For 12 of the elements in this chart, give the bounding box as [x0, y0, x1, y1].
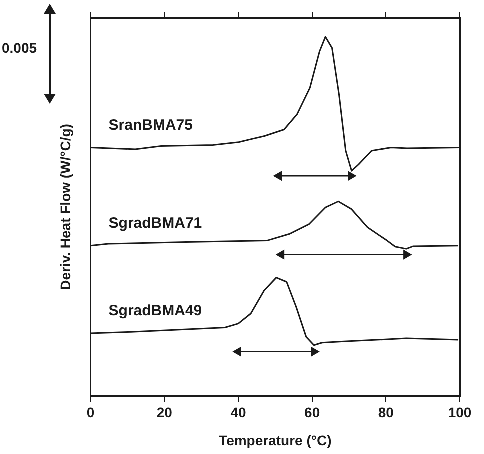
x-tick-label: 0 [86, 404, 95, 421]
series-label: SranBMA75 [108, 116, 194, 134]
x-tick-label: 20 [156, 404, 173, 421]
x-tick-label: 60 [304, 404, 320, 421]
series-label: SgradBMA49 [108, 302, 202, 320]
y-axis-title: Deriv. Heat Flow (W/°C/g) [57, 124, 74, 290]
series-label: SgradBMA71 [108, 214, 202, 232]
x-tick-label: 40 [230, 404, 246, 421]
x-tick-label: 80 [378, 404, 394, 421]
x-axis-title: Temperature (°C) [219, 432, 332, 448]
x-tick-label: 100 [448, 404, 472, 421]
text: 0.005 [2, 40, 38, 56]
